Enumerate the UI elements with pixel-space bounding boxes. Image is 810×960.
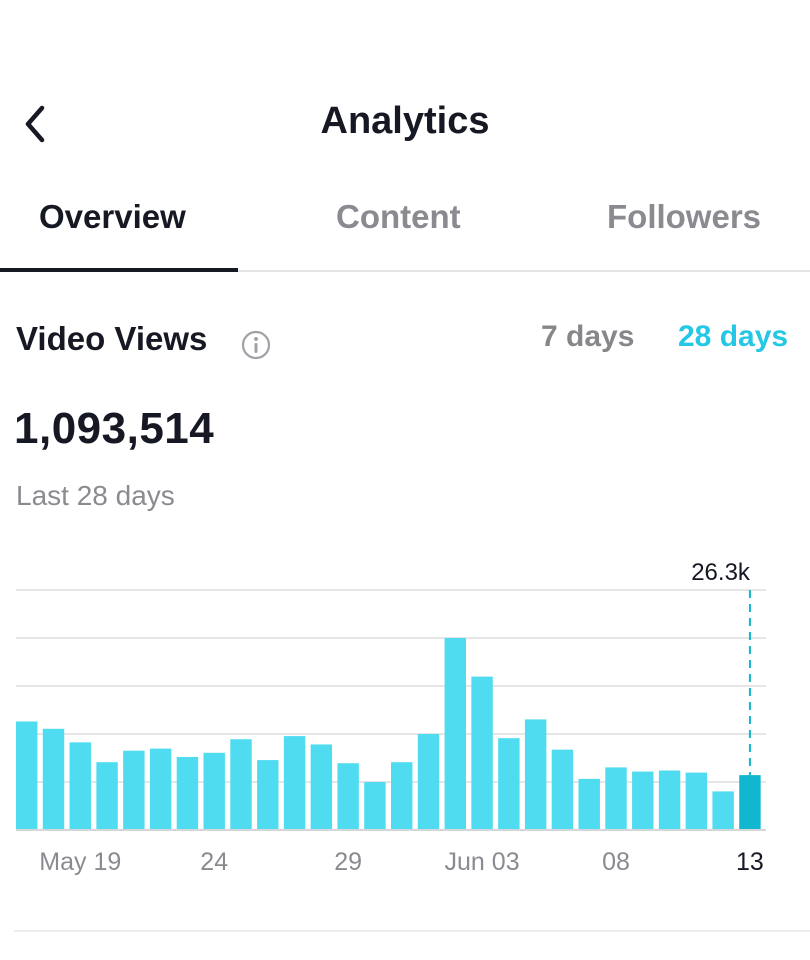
x-tick-label: 13 <box>736 848 764 876</box>
x-tick-label: 29 <box>334 848 362 876</box>
chart-bar[interactable] <box>391 762 413 830</box>
chart-bar[interactable] <box>42 728 65 830</box>
chart-bar[interactable] <box>283 736 306 830</box>
chart-bar[interactable] <box>712 791 734 830</box>
header-bar: Analytics <box>0 88 810 160</box>
tab-overview[interactable]: Overview <box>39 198 186 235</box>
chart-bar[interactable] <box>123 750 145 830</box>
period-label: Last 28 days <box>16 480 175 511</box>
chart-bar[interactable] <box>257 760 279 830</box>
chart-bar[interactable] <box>498 738 520 830</box>
range-28-days-button[interactable]: 28 days <box>678 320 789 353</box>
chart-bar[interactable] <box>658 770 681 830</box>
x-tick-label: May 19 <box>39 848 121 876</box>
chart-bar[interactable] <box>364 782 386 830</box>
chart-bar[interactable] <box>203 752 225 830</box>
x-tick-label: 24 <box>200 848 228 876</box>
chart-bar[interactable] <box>444 638 466 830</box>
tab-bar: Overview Content Followers <box>0 180 810 272</box>
chart-bar[interactable] <box>578 778 600 830</box>
chart-bar[interactable] <box>230 739 252 830</box>
video-views-chart[interactable]: 26.3k May 19 24 29 Jun 03 08 13 <box>0 550 810 890</box>
chevron-left-icon <box>25 105 45 143</box>
chart-bar[interactable] <box>739 775 761 830</box>
chart-bar[interactable] <box>310 744 333 830</box>
x-tick-label: 08 <box>602 848 630 876</box>
chart-bar[interactable] <box>96 762 118 830</box>
chart-bar[interactable] <box>69 742 91 830</box>
bottom-divider <box>14 930 810 932</box>
chart-bar[interactable] <box>685 772 708 830</box>
back-button[interactable] <box>10 94 60 154</box>
chart-bar[interactable] <box>551 749 574 830</box>
chart-bar[interactable] <box>417 734 440 830</box>
chart-bar[interactable] <box>149 748 172 830</box>
chart-bar[interactable] <box>632 771 654 830</box>
tab-followers[interactable]: Followers <box>607 198 762 235</box>
info-icon[interactable] <box>240 329 272 361</box>
chart-bar[interactable] <box>524 719 547 830</box>
section-title-video-views: Video Views <box>16 320 208 357</box>
chart-bar[interactable] <box>337 763 359 830</box>
total-video-views: 1,093,514 <box>14 404 215 453</box>
range-7-days-button[interactable]: 7 days <box>541 320 635 353</box>
selected-bar-label: 26.3k <box>691 559 751 586</box>
page-title: Analytics <box>320 100 490 142</box>
chart-bar[interactable] <box>605 767 627 830</box>
active-tab-indicator <box>0 268 238 272</box>
tab-content[interactable]: Content <box>336 198 461 235</box>
chart-bar[interactable] <box>471 676 493 830</box>
chart-bar[interactable] <box>176 756 199 830</box>
chart-bar[interactable] <box>16 721 38 830</box>
x-tick-label: Jun 03 <box>445 848 520 876</box>
